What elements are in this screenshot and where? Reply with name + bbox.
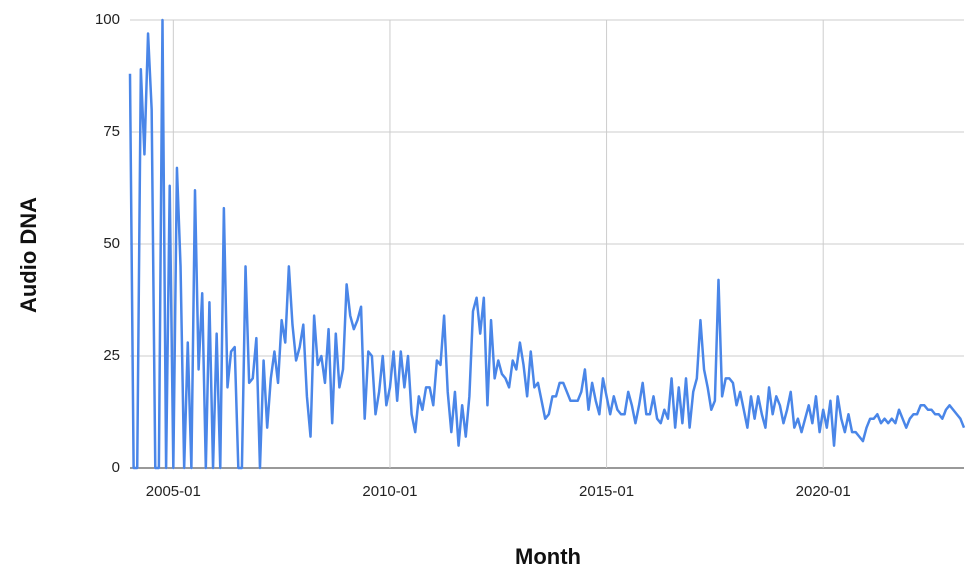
y-tick-label: 0 xyxy=(112,459,120,476)
x-tick-label: 2015-01 xyxy=(579,483,634,500)
x-tick-label: 2010-01 xyxy=(362,483,417,500)
line xyxy=(128,18,966,470)
y-axis-title: Audio DNA xyxy=(16,197,41,313)
y-tick-label: 25 xyxy=(103,347,120,364)
y-tick-label: 50 xyxy=(103,235,120,252)
y-tick-label: 100 xyxy=(95,11,120,28)
x-axis-title: Month xyxy=(515,544,581,569)
x-tick-label: 2020-01 xyxy=(796,483,851,500)
x-tick-label: 2005-01 xyxy=(146,483,201,500)
y-tick-label: 75 xyxy=(103,123,120,140)
